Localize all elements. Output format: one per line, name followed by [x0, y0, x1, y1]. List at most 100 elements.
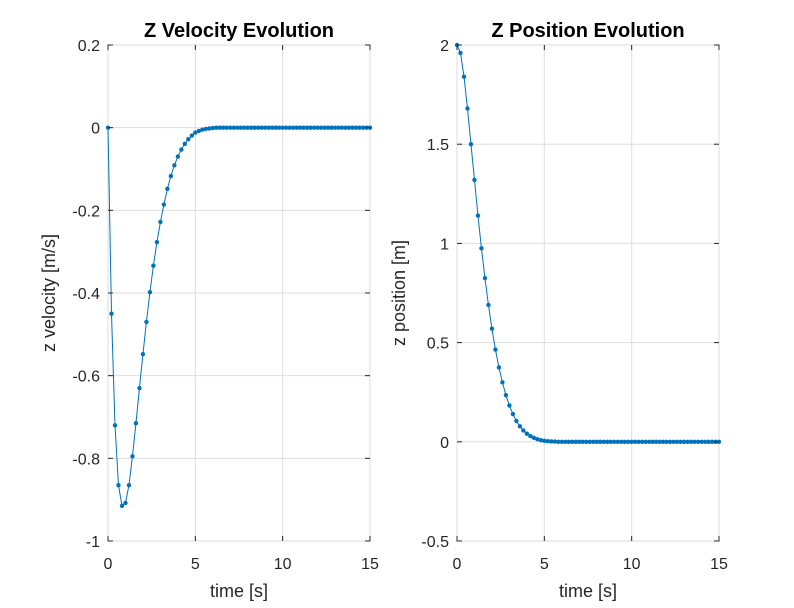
- velocity-data-point: [332, 125, 338, 130]
- position-data-point: [629, 439, 634, 444]
- velocity-data-point: [294, 125, 299, 130]
- velocity-data-point: [116, 483, 121, 488]
- velocity-data-point: [189, 133, 195, 138]
- position-y-axis-label: z position [m]: [389, 240, 409, 346]
- velocity-data-point: [109, 311, 114, 316]
- velocity-data-point: [238, 125, 243, 130]
- velocity-data-point: [168, 173, 174, 179]
- position-data-point: [552, 439, 558, 444]
- position-data-point: [643, 439, 648, 444]
- velocity-data-point: [249, 125, 254, 130]
- position-data-point: [545, 439, 551, 444]
- velocity-data-point: [165, 186, 170, 192]
- position-data-point: [615, 439, 620, 444]
- velocity-data-point: [256, 125, 261, 130]
- position-data-point: [625, 439, 631, 444]
- velocity-data-point: [325, 125, 331, 130]
- position-data-point: [667, 439, 673, 444]
- velocity-data-point: [175, 154, 181, 159]
- velocity-ticks: 0 5 10 15 -1 -0.8 -0.6 -0.4 -0.2 0 0.2: [72, 38, 379, 573]
- position-data-point: [458, 50, 463, 56]
- position-data-point: [465, 106, 470, 111]
- position-series: [454, 42, 722, 444]
- position-data-point: [685, 439, 690, 444]
- position-data-point: [563, 439, 568, 444]
- velocity-data-point: [304, 125, 310, 130]
- velocity-x-axis-label: time [s]: [210, 581, 268, 601]
- position-data-point: [639, 439, 645, 444]
- position-data-point: [671, 439, 676, 444]
- velocity-data-point: [186, 137, 191, 142]
- velocity-data-point: [154, 239, 160, 245]
- velocity-data-point: [297, 125, 303, 130]
- position-data-point: [587, 439, 592, 444]
- velocity-data-point: [266, 125, 271, 130]
- position-x-tick-label: 15: [710, 556, 728, 573]
- position-data-point: [646, 439, 652, 444]
- position-data-point: [503, 392, 509, 398]
- position-data-point: [709, 439, 715, 444]
- velocity-data-point: [221, 125, 226, 130]
- velocity-data-point: [339, 125, 345, 130]
- position-y-tick-label: 0: [440, 435, 449, 452]
- velocity-data-point: [130, 454, 135, 459]
- position-data-point: [636, 439, 641, 444]
- velocity-data-point: [144, 319, 149, 325]
- position-data-point: [660, 439, 666, 444]
- velocity-data-point: [360, 125, 366, 130]
- velocity-data-point: [112, 423, 118, 428]
- position-data-point: [598, 439, 603, 444]
- position-data-point: [601, 439, 606, 444]
- velocity-data-point: [140, 351, 146, 357]
- velocity-data-point: [308, 125, 313, 130]
- velocity-data-point: [200, 127, 205, 132]
- position-data-point: [566, 439, 571, 444]
- velocity-x-tick-label: 0: [104, 556, 113, 573]
- position-data-point: [688, 439, 694, 444]
- position-axes: 0 5 10 15-0.500.511.52 Z Position Evolution…: [389, 20, 728, 601]
- velocity-data-point: [353, 125, 359, 130]
- velocity-y-axis-label: z velocity [m/s]: [39, 234, 59, 352]
- position-x-axis-label: time [s]: [559, 581, 617, 601]
- position-data-point: [510, 411, 516, 417]
- velocity-data-point: [217, 125, 222, 130]
- velocity-data-point: [161, 202, 167, 207]
- velocity-data-point: [179, 147, 184, 152]
- velocity-y-tick-label: -1: [86, 534, 100, 551]
- velocity-y-tick-label: 0.2: [78, 38, 100, 55]
- velocity-data-point: [346, 125, 352, 130]
- position-data-point: [608, 439, 613, 444]
- position-data-point: [549, 439, 554, 444]
- velocity-data-point: [318, 125, 324, 130]
- velocity-data-point: [203, 126, 209, 132]
- velocity-data-point: [158, 219, 163, 225]
- velocity-data-point: [259, 125, 264, 130]
- velocity-data-point: [214, 125, 219, 130]
- position-data-point: [594, 439, 599, 444]
- velocity-data-point: [151, 263, 156, 268]
- velocity-data-point: [210, 125, 215, 131]
- position-chart-title: Z Position Evolution: [491, 20, 684, 42]
- position-data-point: [692, 439, 697, 444]
- position-data-point: [538, 438, 544, 443]
- velocity-y-tick-label: -0.8: [72, 451, 100, 468]
- position-data-point: [706, 439, 711, 444]
- position-data-point: [482, 275, 488, 281]
- position-data-point: [479, 246, 484, 251]
- position-data-point: [681, 439, 687, 444]
- velocity-data-point: [196, 128, 202, 134]
- position-data-point: [468, 142, 474, 147]
- velocity-chart-title: Z Velocity Evolution: [144, 20, 334, 42]
- velocity-data-point: [182, 141, 188, 146]
- velocity-data-point: [287, 125, 292, 130]
- position-data-point: [580, 439, 585, 444]
- velocity-data-point: [357, 125, 362, 130]
- velocity-data-point: [231, 125, 236, 130]
- velocity-data-point: [137, 385, 142, 391]
- velocity-data-point: [329, 125, 334, 130]
- velocity-y-tick-label: 0: [91, 121, 100, 138]
- velocity-data-point: [126, 483, 132, 488]
- velocity-y-tick-label: -0.2: [72, 203, 100, 220]
- position-data-point: [489, 326, 495, 331]
- position-data-point: [678, 439, 683, 444]
